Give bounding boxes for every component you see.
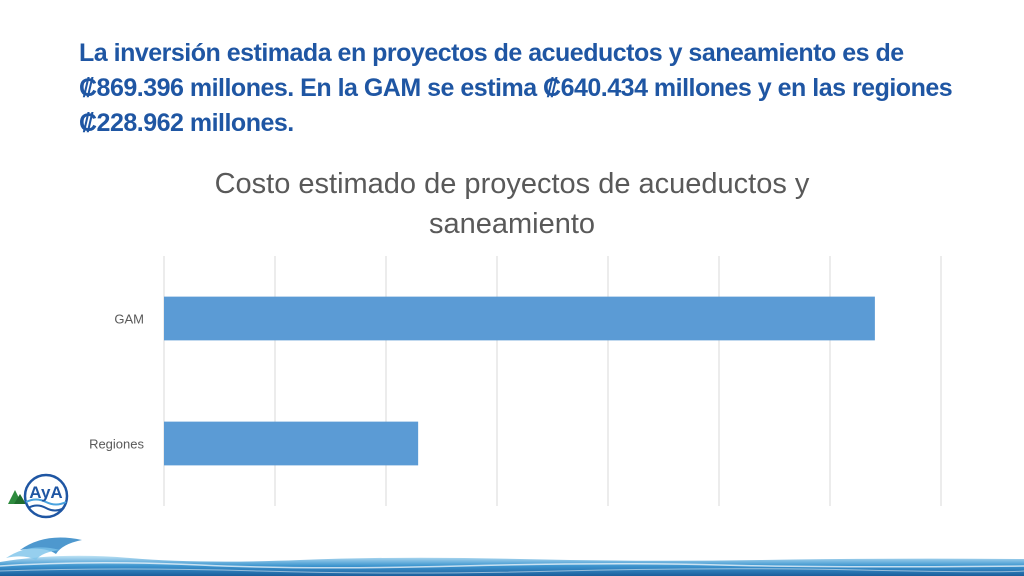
- svg-text:AyA: AyA: [29, 483, 62, 502]
- category-label: Regiones: [89, 437, 144, 452]
- bar-regiones: [164, 421, 419, 466]
- slide-headline: La inversión estimada en proyectos de ac…: [79, 39, 953, 137]
- water-wave-decoration: [0, 537, 1024, 576]
- category-label: GAM: [114, 312, 144, 327]
- aya-logo: AyA: [8, 473, 69, 519]
- bar-gam: [164, 296, 875, 341]
- chart-title: Costo estimado de proyectos de acueducto…: [214, 168, 810, 240]
